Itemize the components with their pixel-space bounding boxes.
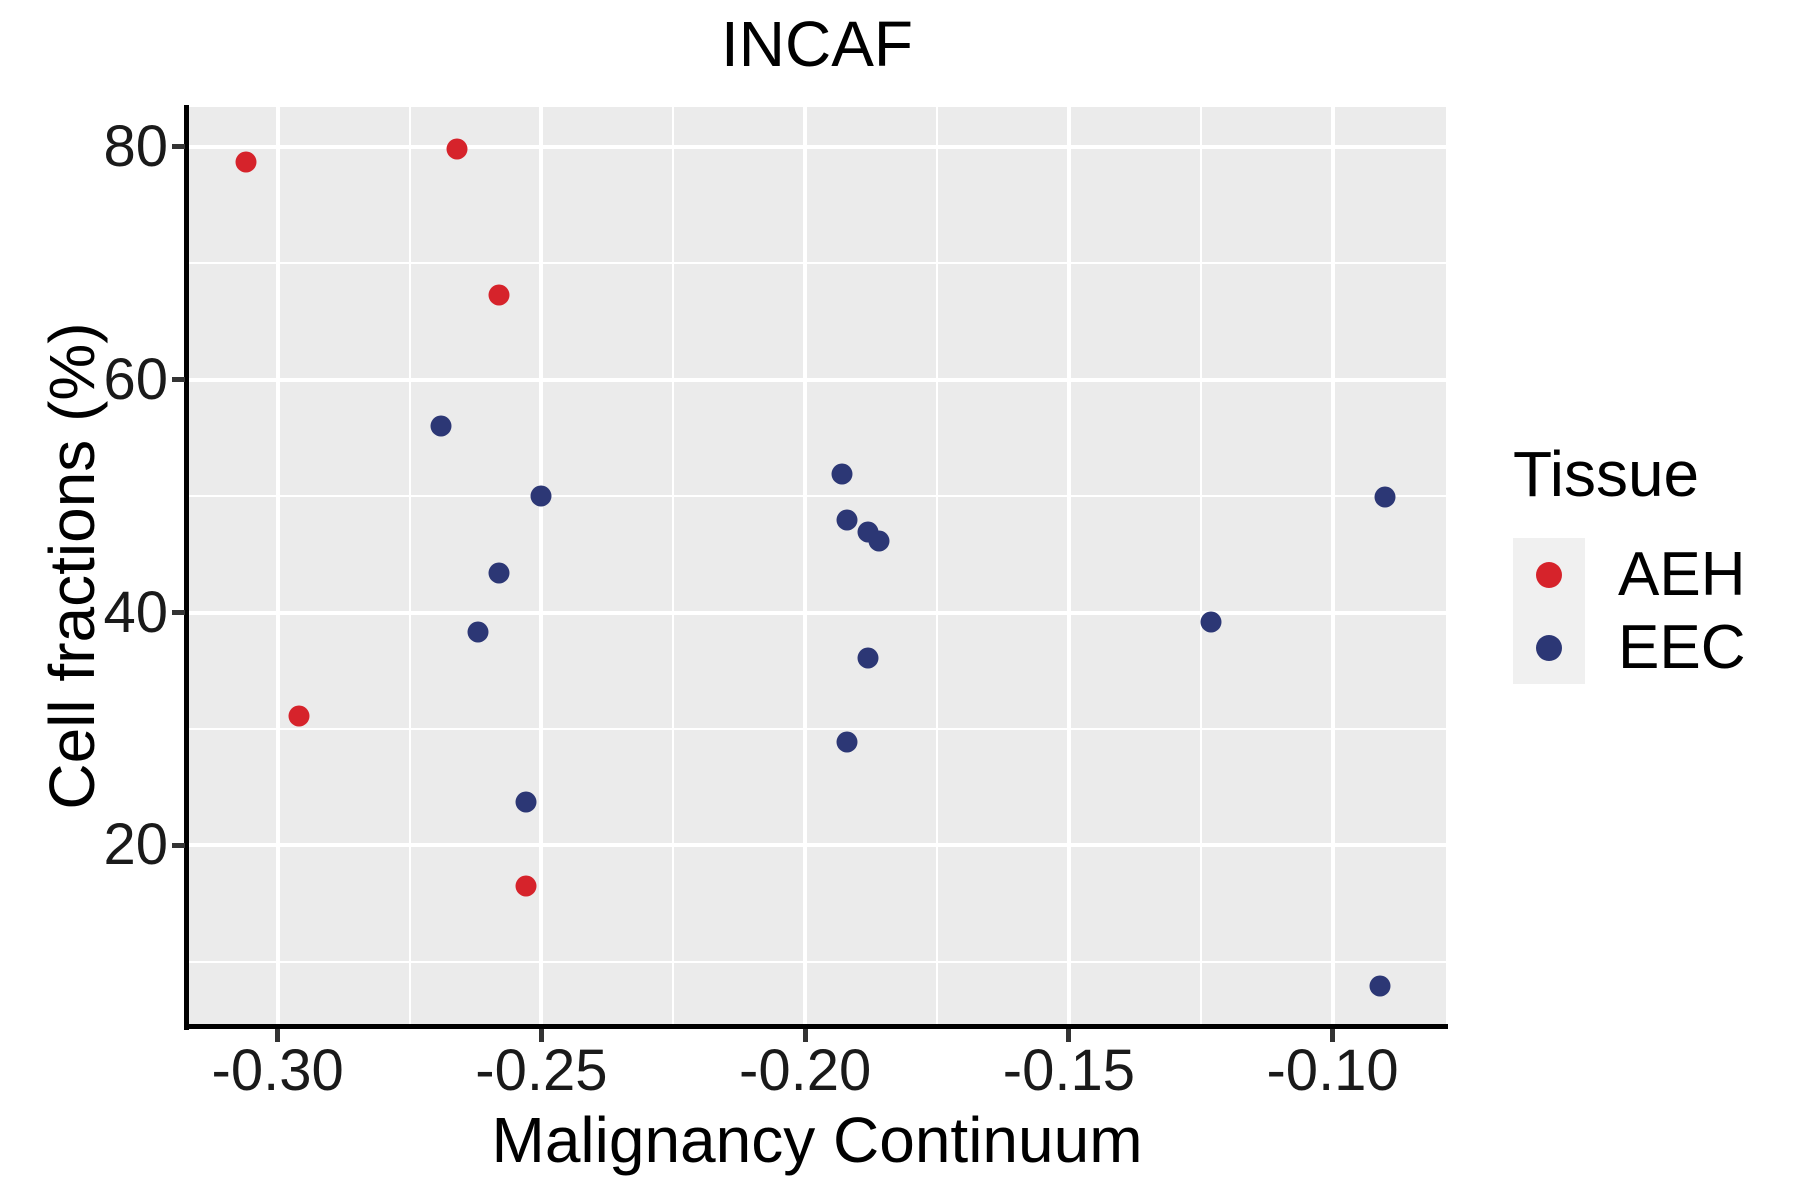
data-point-aeh [515, 875, 537, 897]
legend-item-eec: EEC [1513, 611, 1745, 684]
x-major-gridline [275, 107, 280, 1026]
x-minor-gridline [672, 107, 675, 1026]
x-major-gridline [539, 107, 544, 1026]
plot-title: INCAF [721, 8, 913, 80]
x-tick [1066, 1029, 1072, 1042]
data-point-eec [1200, 611, 1222, 633]
y-minor-gridline [188, 262, 1446, 265]
x-tick [1330, 1029, 1336, 1042]
data-point-eec [530, 485, 552, 507]
legend-key-eec [1513, 611, 1585, 684]
x-major-gridline [1330, 107, 1335, 1026]
y-major-gridline [188, 144, 1446, 149]
x-axis-line [184, 1024, 1448, 1029]
data-point-eec [1374, 486, 1396, 508]
y-axis-line [184, 105, 189, 1030]
data-point-eec [857, 647, 879, 669]
legend-label-aeh: AEH [1618, 540, 1746, 609]
x-tick-label: -0.20 [739, 1038, 872, 1103]
y-tick [172, 842, 185, 848]
data-point-eec [831, 463, 853, 485]
legend-label-eec: EEC [1618, 613, 1746, 682]
data-point-eec [488, 562, 510, 584]
y-major-gridline [188, 610, 1446, 615]
x-tick [802, 1029, 808, 1042]
data-point-aeh [446, 138, 468, 160]
data-point-eec [868, 530, 890, 552]
legend-dot-aeh-icon [1536, 561, 1562, 588]
legend-dot-eec-icon [1536, 634, 1562, 661]
x-minor-gridline [408, 107, 411, 1026]
x-axis-title: Malignancy Continuum [491, 1104, 1143, 1176]
data-point-eec [836, 509, 858, 531]
x-major-gridline [1066, 107, 1071, 1026]
data-point-eec [515, 791, 537, 813]
y-tick [172, 377, 185, 383]
data-point-aeh [235, 151, 257, 173]
data-point-eec [467, 621, 489, 643]
y-minor-gridline [188, 727, 1446, 730]
legend-key-aeh [1513, 538, 1585, 611]
y-tick [172, 610, 185, 615]
data-point-aeh [488, 284, 510, 306]
y-minor-gridline [188, 495, 1446, 498]
legend-title: Tissue [1513, 438, 1700, 510]
y-tick-label: 80 [103, 113, 168, 179]
x-minor-gridline [935, 107, 938, 1026]
x-tick-label: -0.10 [1266, 1038, 1399, 1103]
x-minor-gridline [1199, 107, 1202, 1026]
y-major-gridline [188, 377, 1446, 382]
legend-item-aeh: AEH [1513, 538, 1745, 611]
y-tick [172, 144, 185, 150]
x-tick [538, 1029, 544, 1042]
y-tick-label: 40 [103, 579, 168, 645]
y-tick-label: 60 [103, 346, 168, 412]
data-point-eec [430, 415, 452, 437]
legend: AEH EEC [1513, 538, 1745, 684]
x-tick [275, 1029, 281, 1042]
data-point-eec [1369, 975, 1391, 997]
y-major-gridline [188, 843, 1446, 848]
x-tick-label: -0.15 [1002, 1038, 1135, 1103]
x-tick-label: -0.25 [475, 1038, 608, 1103]
data-point-eec [836, 731, 858, 753]
y-minor-gridline [188, 960, 1446, 963]
plot-panel [188, 107, 1446, 1026]
x-major-gridline [803, 107, 808, 1026]
y-tick-label: 20 [103, 812, 168, 878]
x-tick-label: -0.30 [211, 1038, 344, 1103]
data-point-aeh [288, 705, 310, 727]
y-axis-title: Cell fractions (%) [36, 322, 108, 810]
